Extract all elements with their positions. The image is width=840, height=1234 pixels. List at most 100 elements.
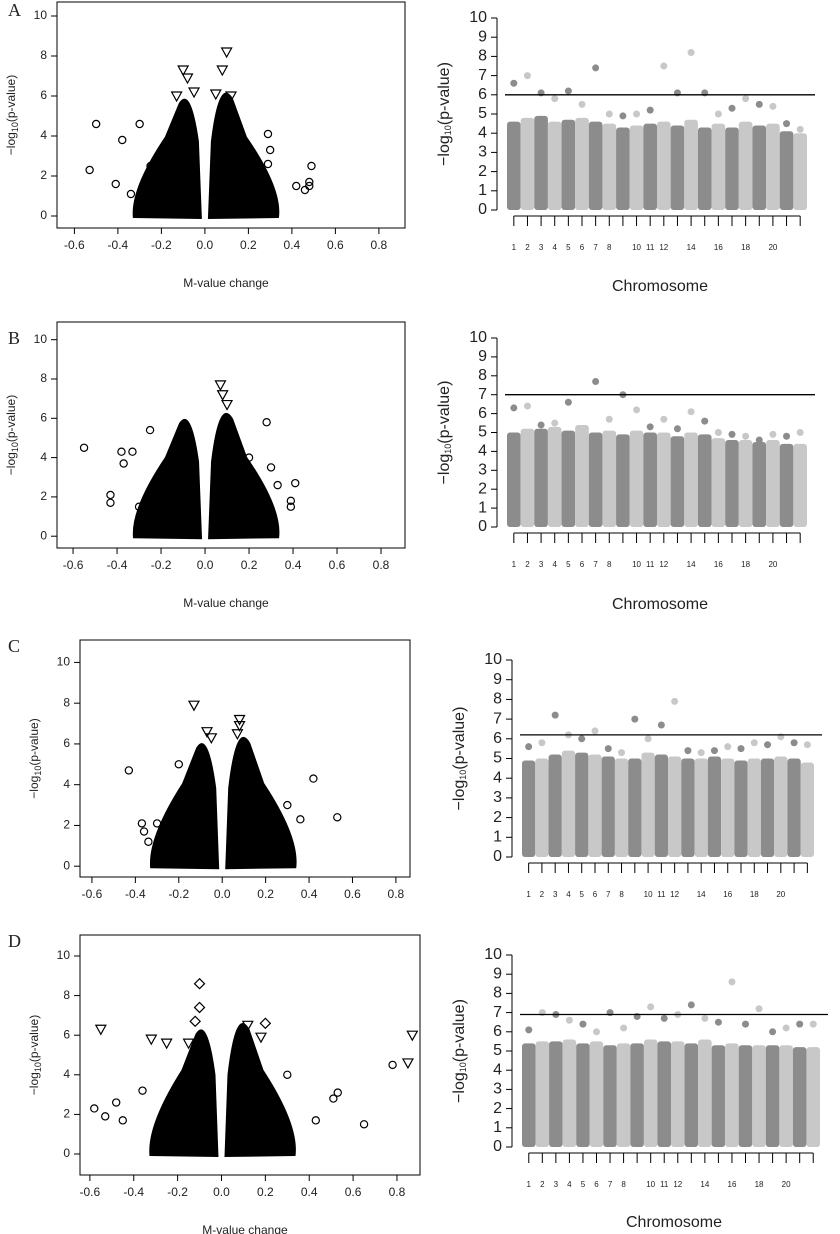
y-tick-label: 2 xyxy=(493,809,502,826)
x-tick-label: 10 xyxy=(646,1180,655,1189)
peak-point xyxy=(631,715,639,723)
chromosome-column xyxy=(747,758,761,857)
y-axis-label: −log10(p-value) xyxy=(27,718,43,798)
chromosome-column xyxy=(643,432,657,527)
y-tick-label: 0 xyxy=(63,858,70,872)
y-axis-label: −log10(p-value) xyxy=(451,999,468,1103)
point xyxy=(244,453,254,462)
point xyxy=(307,161,316,171)
chromosome-column xyxy=(752,441,767,527)
chromosome-column xyxy=(657,121,671,210)
peak-point xyxy=(646,423,654,431)
y-tick-label: 0 xyxy=(493,1138,502,1155)
x-tick-label: 1 xyxy=(512,560,517,569)
y-axis-label: −log10(p-value) xyxy=(4,75,20,155)
y-tick-label: 7 xyxy=(493,710,502,727)
x-tick-label: 16 xyxy=(728,1180,737,1189)
peak-point xyxy=(687,1001,695,1009)
chromosome-column xyxy=(725,440,739,527)
y-tick-label: 0 xyxy=(63,1146,70,1160)
x-tick-label: 8 xyxy=(607,243,612,252)
y-tick-label: 6 xyxy=(63,736,70,750)
x-tick-label: 8 xyxy=(607,560,612,569)
peak-point xyxy=(538,739,546,747)
point xyxy=(85,165,94,175)
y-tick-label: 4 xyxy=(493,1061,502,1078)
y-axis-label-part: (p-value) xyxy=(27,1015,41,1062)
y-tick-label: 4 xyxy=(40,128,47,142)
point xyxy=(90,1104,99,1113)
chromosome-column xyxy=(711,1045,726,1147)
x-tick-label: 4 xyxy=(553,560,558,569)
y-axis-label-part: −log xyxy=(27,776,41,799)
point xyxy=(254,1032,267,1044)
peak-point xyxy=(646,106,654,114)
point xyxy=(233,714,246,726)
y-tick-label: 0 xyxy=(493,848,502,865)
x-tick-label: 0.8 xyxy=(389,1185,406,1199)
y-tick-label: 2 xyxy=(493,1100,502,1117)
x-tick-label: 3 xyxy=(539,560,544,569)
point xyxy=(144,837,153,846)
peak-point xyxy=(755,100,763,108)
x-tick-label: 11 xyxy=(657,890,666,899)
chromosome-column xyxy=(707,756,722,857)
chromosome-column xyxy=(721,758,735,857)
y-tick-label: 0 xyxy=(40,208,47,222)
chromosome-column xyxy=(534,115,548,210)
point xyxy=(106,498,115,507)
chromosome-column xyxy=(670,436,685,527)
chromosome-column xyxy=(697,434,712,527)
y-tick-label: 4 xyxy=(63,777,70,791)
y-axis-label-part: 10 xyxy=(33,1062,43,1072)
y-tick-label: 2 xyxy=(63,1107,70,1121)
chromosome-column xyxy=(630,1043,644,1147)
x-tick-label: 18 xyxy=(741,560,750,569)
y-tick-label: 5 xyxy=(493,1042,502,1059)
y-tick-label: 6 xyxy=(493,730,502,747)
point xyxy=(145,1034,158,1046)
x-tick-label: 2 xyxy=(540,1180,545,1189)
y-tick-label: 8 xyxy=(478,48,487,65)
peak-point xyxy=(769,102,777,110)
chromosome-column xyxy=(752,125,767,210)
chromosome-column xyxy=(738,440,753,527)
y-axis-label-part: 10 xyxy=(10,122,20,132)
y-tick-label: 4 xyxy=(478,443,487,460)
y-tick-label: 9 xyxy=(493,671,502,688)
y-tick-label: 3 xyxy=(493,1081,502,1098)
point xyxy=(193,1001,206,1014)
x-tick-label: 0.8 xyxy=(388,887,405,901)
x-tick-label: 6 xyxy=(594,1180,599,1189)
chromosome-column xyxy=(734,760,748,857)
x-axis-label: M-value change xyxy=(183,276,269,290)
point xyxy=(117,447,126,456)
y-axis-label-part: (p-value) xyxy=(4,75,18,122)
chromosome-column xyxy=(697,127,712,210)
point xyxy=(329,1094,338,1103)
chromosome-column xyxy=(576,1043,590,1147)
chromosome-column xyxy=(561,430,576,527)
peak-point xyxy=(783,432,791,440)
x-tick-label: 0.6 xyxy=(344,887,361,901)
x-tick-label: -0.2 xyxy=(151,238,172,252)
x-tick-label: -0.2 xyxy=(168,887,189,901)
peak-point xyxy=(619,112,627,120)
point xyxy=(333,1088,342,1097)
x-tick-label: 6 xyxy=(593,890,598,899)
x-tick-label: 1 xyxy=(512,243,517,252)
panel-label: A xyxy=(8,0,21,20)
plot-frame xyxy=(56,1,406,229)
x-tick-label: 0.4 xyxy=(284,238,301,252)
point xyxy=(233,720,246,732)
point xyxy=(220,47,233,59)
x-tick-label: 6 xyxy=(580,560,585,569)
x-tick-label: 8 xyxy=(619,890,624,899)
y-tick-label: 4 xyxy=(493,769,502,786)
peak-point xyxy=(578,735,586,743)
chromosome-column xyxy=(547,121,562,210)
y-tick-label: 9 xyxy=(478,348,487,365)
peak-point xyxy=(769,1028,777,1036)
panel-label: C xyxy=(8,636,20,656)
peak-point xyxy=(593,1028,600,1036)
